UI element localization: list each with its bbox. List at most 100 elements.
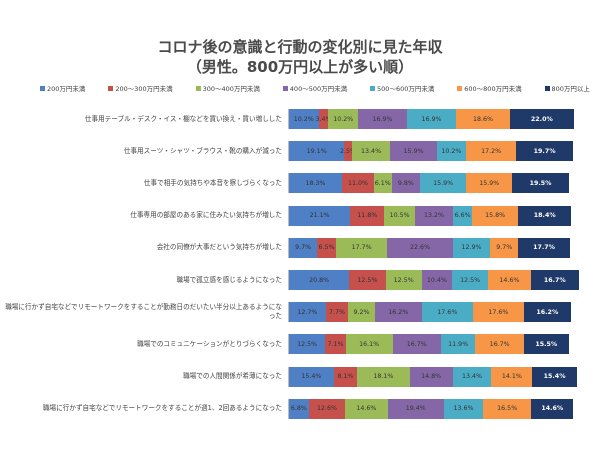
value-label: 7.1% <box>327 340 344 348</box>
value-label: 13.6% <box>453 405 474 413</box>
bar-segment: 15.9% <box>420 173 467 194</box>
bar-segment: 16.9% <box>358 109 408 130</box>
bar-segment: 14.6% <box>488 270 531 291</box>
bar-segment: 18.6% <box>456 109 510 130</box>
bar-row: 職場での人間関係が希薄になった 15.4% 8.1% 18.1% 14.8% 13.4% 1… <box>4 361 588 393</box>
bar-segment: 18.4% <box>518 205 572 226</box>
value-label: 6.1% <box>374 179 391 187</box>
legend-label: 600～800万円未満 <box>464 85 522 93</box>
bar-segment: 7.7% <box>325 302 349 323</box>
value-label: 17.7% <box>533 244 555 252</box>
bar-segment: 6.5% <box>317 237 336 258</box>
bar-segment: 11.9% <box>440 334 476 355</box>
chart-title: コロナ後の意識と行動の変化別に見た年収 <box>157 38 443 56</box>
value-label: 8.1% <box>337 373 354 381</box>
legend-swatch <box>544 85 550 91</box>
value-label: 14.6% <box>356 405 377 413</box>
bar-segment: 22.6% <box>387 237 453 258</box>
stacked-bar: 21.1% 11.8% 10.5% 13.2% 6.6% 15.8% 18.4% <box>288 205 579 226</box>
bar-segment: 15.4% <box>289 366 334 387</box>
value-label: 12.5% <box>393 276 414 284</box>
value-label: 21.1% <box>309 212 330 220</box>
stacked-bar: 18.3% 11.0% 6.1% 9.8% 15.9% 15.9% 19.5% <box>288 173 579 194</box>
bar-segment: 10.2% <box>328 109 359 130</box>
bar-segment: 21.1% <box>289 205 351 226</box>
bar-segment: 14.6% <box>345 398 388 419</box>
bar-segment: 14.1% <box>491 366 533 387</box>
bar-segment: 3.4% <box>316 109 332 130</box>
bar-segment: 8.1% <box>333 366 358 387</box>
bar-segment: 12.5% <box>349 270 386 291</box>
plot-area: 仕事用テーブル・デスク・イス・棚などを買い換え・買い増しした 10.2% 3.4% 1… <box>4 103 588 425</box>
stacked-bar: 12.5% 7.1% 16.1% 16.7% 11.9% 16.7% 15.5% <box>288 334 579 355</box>
legend-swatch <box>370 85 376 91</box>
value-label: 11.0% <box>348 179 369 187</box>
bar-segment: 20.8% <box>289 270 350 291</box>
value-label: 10.2% <box>441 147 462 155</box>
legend-swatch <box>457 85 463 91</box>
bar-segment: 15.9% <box>390 141 437 162</box>
value-label: 12.7% <box>297 308 318 316</box>
bar-segment: 16.7% <box>530 270 579 291</box>
value-label: 22.6% <box>410 244 431 252</box>
bar-segment: 12.9% <box>452 237 491 258</box>
stacked-bar: 20.8% 12.5% 12.5% 10.4% 12.5% 14.6% 16.7% <box>288 270 579 291</box>
bar-segment: 9.7% <box>490 237 519 258</box>
legend-label: 800万円以上 <box>551 85 590 93</box>
legend-label: 400～500万円未満 <box>289 85 348 93</box>
bar-segment: 11.8% <box>350 205 385 226</box>
bar-segment: 14.8% <box>409 366 453 387</box>
bar-segment: 9.2% <box>348 302 375 323</box>
bar-segment: 16.2% <box>523 302 571 323</box>
category-label: 会社の同僚が大事だという気持ちが増した <box>156 243 282 252</box>
bar-row: 仕事用スーツ・シャツ・ブラウス・靴の購入が減った 19.1% 2.5% 13.4% 15… <box>4 135 588 167</box>
bar-segment: 19.5% <box>512 173 569 194</box>
value-label: 16.7% <box>543 276 566 284</box>
value-label: 12.5% <box>357 276 378 284</box>
bar-segment: 17.6% <box>421 302 473 323</box>
value-label: 11.9% <box>448 340 469 348</box>
value-label: 9.7% <box>496 244 513 252</box>
value-label: 18.3% <box>305 179 326 187</box>
legend-item: 600～800万円未満 <box>457 83 522 93</box>
value-label: 10.4% <box>426 276 447 284</box>
value-label: 6.5% <box>318 244 335 252</box>
value-label: 7.7% <box>328 308 345 316</box>
bar-segment: 17.2% <box>466 141 517 162</box>
value-label: 16.9% <box>372 115 393 123</box>
category-label: 職場に行かず自宅などでリモートワークをすることが勤務日のだいたい半分以上あるよう… <box>5 303 282 321</box>
value-label: 14.8% <box>421 373 442 381</box>
value-label: 17.6% <box>437 308 458 316</box>
bar-segment: 10.2% <box>436 141 467 162</box>
value-label: 16.2% <box>388 308 409 316</box>
bar-segment: 16.1% <box>345 334 393 355</box>
bar-segment: 12.5% <box>451 270 489 291</box>
stacked-bar: 6.8% 12.6% 14.6% 19.4% 13.6% 16.5% 14.6% <box>288 398 579 419</box>
bar-segment: 12.5% <box>289 334 326 355</box>
value-label: 10.2% <box>333 115 354 123</box>
value-label: 15.9% <box>403 147 424 155</box>
bar-segment: 17.7% <box>518 237 570 258</box>
bar-segment: 18.3% <box>289 173 343 194</box>
category-label: 仕事用テーブル・デスク・イス・棚などを買い換え・買い増しした <box>84 114 282 123</box>
value-label: 12.6% <box>316 405 337 413</box>
bar-segment: 15.9% <box>466 173 513 194</box>
bar-row: 職場で孤立感を感じるようになった 20.8% 12.5% 12.5% 10.4% 12.5… <box>4 264 588 296</box>
value-label: 6.8% <box>290 405 307 413</box>
value-label: 17.6% <box>488 308 509 316</box>
bar-segment: 16.5% <box>483 398 532 419</box>
bar-segment: 19.1% <box>289 141 345 162</box>
value-label: 10.2% <box>293 115 314 123</box>
value-label: 19.4% <box>405 405 426 413</box>
category-label: 職場で孤立感を感じるようになった <box>176 275 283 284</box>
value-label: 11.8% <box>357 212 378 220</box>
bar-segment: 11.0% <box>342 173 374 194</box>
category-label: 仕事で相手の気持ちや本音を察しづらくなった <box>143 178 282 187</box>
bar-row: 会社の同僚が大事だという気持ちが増した 9.7% 6.5% 17.7% 22.6% 12.… <box>4 232 588 264</box>
legend-swatch <box>40 85 45 91</box>
value-label: 12.9% <box>461 244 482 252</box>
value-label: 10.5% <box>389 212 410 220</box>
category-label: 仕事専用の部屋のある家に住みたい気持ちが増した <box>130 211 282 220</box>
bar-segment: 17.7% <box>335 237 388 258</box>
legend-label: 500～600万円未満 <box>377 85 435 93</box>
